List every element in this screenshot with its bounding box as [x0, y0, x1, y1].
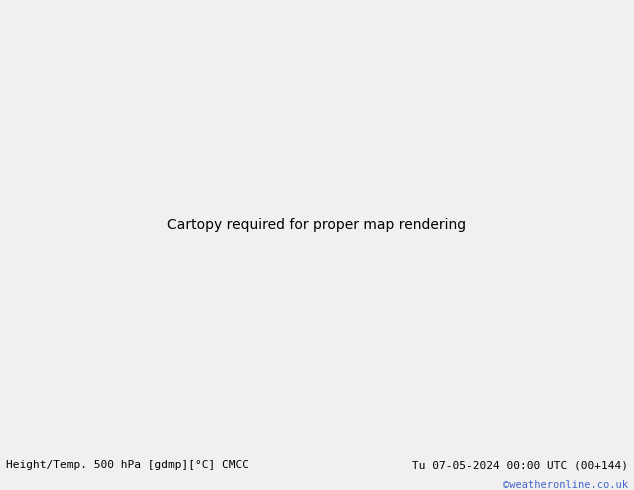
- Text: Tu 07-05-2024 00:00 UTC (00+144): Tu 07-05-2024 00:00 UTC (00+144): [411, 460, 628, 470]
- Text: Height/Temp. 500 hPa [gdmp][°C] CMCC: Height/Temp. 500 hPa [gdmp][°C] CMCC: [6, 460, 249, 470]
- Text: Cartopy required for proper map rendering: Cartopy required for proper map renderin…: [167, 218, 467, 232]
- Text: ©weatheronline.co.uk: ©weatheronline.co.uk: [503, 480, 628, 490]
